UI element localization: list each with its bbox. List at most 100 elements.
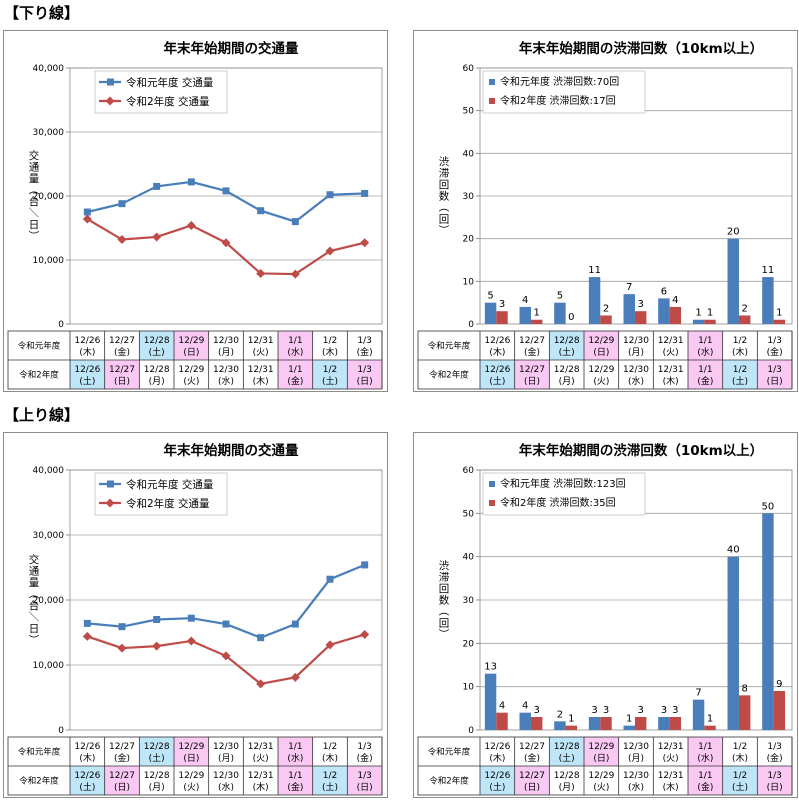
weekday-label: (日) (114, 376, 130, 387)
table-cell-highlight (688, 360, 723, 389)
legend-marker (105, 498, 115, 508)
y-axis-label-char: 渋 (439, 559, 450, 572)
table-cell-highlight (722, 766, 758, 795)
table-cell-highlight (688, 766, 723, 795)
table-cell-highlight (174, 331, 209, 360)
date-label: 12/28 (554, 336, 580, 346)
date-label: 12/30 (623, 336, 649, 346)
date-label: 12/27 (519, 742, 545, 752)
date-label: 12/31 (658, 742, 684, 752)
date-label: 1/1 (288, 742, 302, 752)
date-label: 12/30 (623, 365, 649, 375)
table-cell-highlight (514, 360, 550, 389)
legend-label: 令和元年度 渋滞回数:70回 (500, 75, 619, 88)
series-marker-r2 (290, 672, 300, 682)
table-cell-highlight (278, 766, 313, 795)
weekday-label: (金) (114, 346, 130, 358)
series-marker-r1 (361, 189, 369, 197)
weekday-label: (木) (489, 346, 505, 358)
chart-panel-up-congestion: 年末年始期間の渋滞回数（10km以上） 0 10 20 30 40 50 60 渋滞回数（回） 1… (413, 432, 798, 798)
bar-r1 (554, 302, 566, 324)
data-label: 3 (672, 705, 678, 716)
weekday-label: (日) (593, 347, 609, 358)
y-tick-label: 30,000 (33, 128, 65, 138)
series-marker-r2 (221, 238, 231, 248)
date-label: 12/26 (484, 336, 510, 346)
date-label: 12/29 (178, 365, 204, 375)
bar-r1 (658, 717, 670, 730)
series-marker-r1 (291, 218, 299, 226)
y-axis-label-char: ／ (27, 207, 39, 218)
y-axis-label-char: 台 (29, 599, 40, 612)
y-tick-label: 20 (463, 235, 475, 245)
weekday-label: (火) (593, 782, 609, 793)
chart-title: 年末年始期間の渋滞回数（10km以上） (519, 40, 763, 57)
weekday-label: (木) (253, 781, 269, 793)
chart-svg-up-traffic: 年末年始期間の交通量 0 10,000 20,000 30,000 40,000 交通量（台… (7, 442, 383, 796)
chart-svg-down-traffic: 年末年始期間の交通量 0 10,000 20,000 30,000 40,000 交通量（台… (7, 40, 383, 390)
y-axis-label-char: ／ (27, 611, 39, 622)
series-marker-r1 (257, 634, 265, 642)
table-cell-highlight (688, 331, 723, 360)
series-marker-r2 (117, 235, 127, 245)
series-marker-r1 (153, 182, 161, 190)
y-axis-label-char: 回 (439, 179, 450, 191)
bar-r1 (519, 712, 531, 730)
weekday-label: (木) (732, 752, 748, 764)
y-tick-label: 10,000 (33, 661, 65, 671)
y-axis-label-char: 回 (439, 213, 450, 225)
data-label: 3 (637, 299, 643, 310)
y-axis-label-char: 通 (29, 162, 40, 174)
bar-r1 (588, 717, 601, 730)
legend-swatch (489, 481, 495, 487)
weekday-label: (木) (253, 375, 269, 387)
weekday-label: (木) (663, 781, 679, 793)
weekday-label: (土) (79, 375, 95, 387)
bar-r1 (623, 294, 635, 324)
data-label: 1 (695, 308, 701, 319)
weekday-label: (土) (149, 346, 165, 358)
table-cell-highlight (480, 360, 515, 389)
table-cell-highlight (278, 360, 313, 389)
legend-swatch (489, 98, 495, 104)
table-cell-highlight (514, 766, 550, 795)
date-label: 1/2 (733, 365, 747, 375)
weekday-label: (月) (218, 347, 234, 358)
date-label: 12/29 (588, 742, 614, 752)
weekday-label: (火) (183, 782, 199, 793)
bar-r1 (658, 298, 670, 324)
y-axis-label-char: 渋 (439, 155, 450, 168)
data-label: 3 (591, 705, 597, 716)
series-marker-r2 (221, 651, 231, 661)
date-label: 12/30 (213, 336, 239, 346)
weekday-label: (火) (663, 753, 679, 764)
date-label: 12/29 (588, 771, 614, 781)
data-label: 5 (557, 291, 563, 302)
table-cell-highlight (104, 766, 140, 795)
weekday-label: (水) (628, 375, 644, 387)
table-cell-highlight (312, 360, 348, 389)
weekday-label: (土) (322, 375, 338, 387)
legend-label: 令和元年度 交通量 (126, 76, 214, 89)
date-label: 12/29 (178, 771, 204, 781)
bar-r2 (530, 319, 543, 324)
bar-r2 (634, 717, 647, 730)
data-label: 9 (776, 679, 782, 690)
y-axis-label-char: 台 (29, 195, 40, 208)
chart-panel-up-traffic: 年末年始期間の交通量 0 10,000 20,000 30,000 40,000 交通量（台… (3, 432, 388, 798)
date-label: 12/30 (213, 742, 239, 752)
legend-marker (107, 78, 114, 86)
series-marker-r1 (83, 619, 91, 627)
data-label: 5 (487, 291, 493, 302)
data-label: 1 (533, 308, 539, 319)
date-label: 1/2 (323, 771, 337, 781)
data-label: 3 (603, 705, 609, 716)
table-cell-highlight (312, 766, 348, 795)
weekday-label: (金) (767, 752, 783, 764)
y-tick-label: 60 (463, 466, 475, 476)
weekday-label: (水) (628, 781, 644, 793)
table-cell-highlight (278, 331, 313, 360)
date-label: 12/26 (74, 742, 100, 752)
date-label: 12/31 (248, 742, 274, 752)
bar-r2 (565, 725, 578, 730)
